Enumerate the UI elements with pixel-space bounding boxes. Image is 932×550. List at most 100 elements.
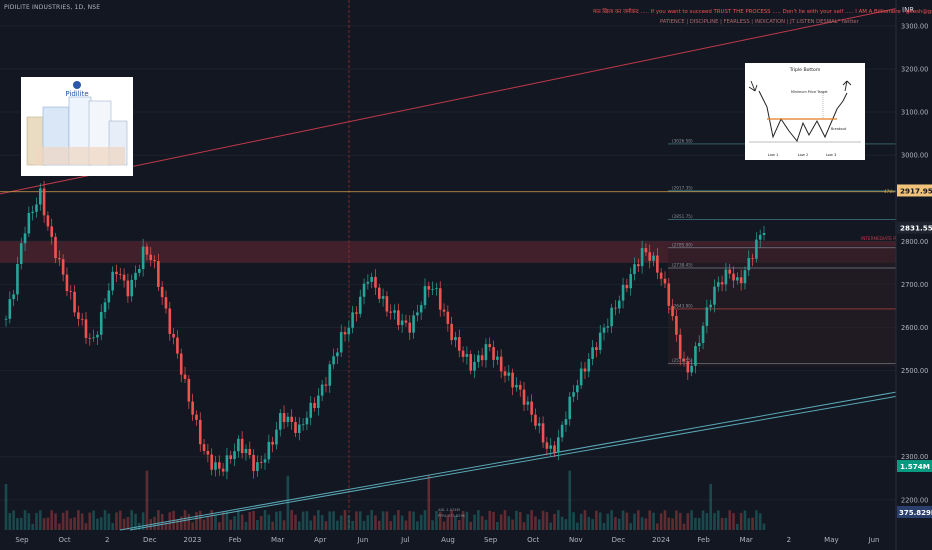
volume-bar xyxy=(4,484,8,530)
volume-bar xyxy=(587,516,591,530)
volume-bar xyxy=(54,513,57,530)
volume-bar xyxy=(606,513,610,530)
candle-body xyxy=(16,264,19,295)
candle-body xyxy=(629,274,632,289)
volume-bar xyxy=(751,517,754,530)
last-price-badge: 2831.55 xyxy=(900,224,932,233)
volume-bar xyxy=(503,510,507,530)
candle-body xyxy=(332,356,335,365)
candle-body xyxy=(705,307,709,326)
volume-bar xyxy=(27,513,31,530)
candle-body xyxy=(480,355,484,361)
volume-bar xyxy=(305,511,309,530)
price-tick-label: 2600.00 xyxy=(901,324,928,332)
candle-body xyxy=(355,312,358,314)
volume-bar xyxy=(553,514,556,530)
time-tick-label: Aug xyxy=(441,536,455,544)
candle-body xyxy=(164,297,168,309)
volume-bar xyxy=(583,510,587,530)
candle-body xyxy=(309,402,313,418)
volume-bar xyxy=(454,515,457,530)
volume-bar xyxy=(656,523,659,530)
volume-bar xyxy=(534,516,537,530)
price-badges: 2917.95 2831.55 1.574M 375.829K xyxy=(897,184,932,518)
volume-bar xyxy=(511,519,514,530)
candle-body xyxy=(404,320,408,323)
volume-bar xyxy=(240,514,244,530)
volume-bar xyxy=(530,510,533,530)
candle-body xyxy=(526,401,530,405)
candle-body xyxy=(263,459,267,463)
candle-body xyxy=(701,325,705,343)
volume-bar xyxy=(736,523,739,530)
candle-body xyxy=(351,312,354,328)
candle-body xyxy=(393,310,396,313)
upper-trendline xyxy=(0,8,897,195)
candle-body xyxy=(92,337,95,339)
candle-body xyxy=(640,248,644,267)
candle-body xyxy=(454,337,457,341)
volume-bar xyxy=(732,513,735,530)
volume-bar xyxy=(290,510,293,530)
volume-bar xyxy=(450,510,453,530)
time-tick-label: Oct xyxy=(527,536,539,544)
volume-bar xyxy=(31,523,34,530)
right-tag-label: 47th xyxy=(884,189,894,194)
candle-body xyxy=(31,211,34,213)
volume-bar xyxy=(351,520,354,530)
candle-body xyxy=(461,350,465,357)
volume-bar xyxy=(484,519,488,530)
volume-bar xyxy=(301,511,305,530)
volume-bar xyxy=(598,512,602,530)
fib-1-label: (3026.58) xyxy=(672,138,693,143)
candle-body xyxy=(54,236,57,259)
candle-body xyxy=(450,323,453,341)
volume-bar xyxy=(126,516,130,530)
volume-bar xyxy=(202,519,206,530)
volume-bar xyxy=(214,514,217,530)
candle-body xyxy=(206,450,210,455)
candle-body xyxy=(195,414,198,420)
volume-bar xyxy=(46,517,50,530)
candle-body xyxy=(625,284,629,289)
candle-body xyxy=(69,291,73,292)
fib-4-label: (2785.00) xyxy=(672,242,693,247)
volume-bar xyxy=(480,516,484,530)
candle-body xyxy=(724,269,728,285)
volume-bar xyxy=(659,513,663,530)
candle-body xyxy=(176,337,179,354)
volume-bar xyxy=(728,510,732,530)
candle-body xyxy=(65,274,69,292)
candle-body xyxy=(99,312,103,335)
candle-body xyxy=(652,255,655,261)
volume-bar xyxy=(488,510,492,530)
candle-body xyxy=(130,279,133,297)
candle-body xyxy=(496,356,499,360)
volume-bar xyxy=(435,511,438,530)
candle-body xyxy=(61,259,65,275)
candle-body xyxy=(400,320,404,326)
price-axis: INR 3300.00 3200.00 3100.00 3000.00 2800.00 27… xyxy=(895,0,932,550)
volume-bar xyxy=(755,510,758,530)
volume-bar xyxy=(648,510,652,530)
triple-bottom-inset: Triple Bottom Minimum Price Target Break… xyxy=(745,63,865,160)
volume-bar xyxy=(716,510,720,530)
volume-bar xyxy=(747,518,751,530)
candle-body xyxy=(145,246,149,255)
candle-body xyxy=(682,358,686,362)
volume-bar xyxy=(526,514,530,530)
candle-body xyxy=(438,288,442,310)
volume-badge-1-bg xyxy=(897,460,932,472)
volume-bar xyxy=(187,514,191,530)
inset-target-label: Minimum Price Target xyxy=(791,90,828,94)
lower-trendline-2 xyxy=(129,395,897,531)
volume-bar xyxy=(320,515,324,530)
candle-body xyxy=(713,286,716,305)
candle-body xyxy=(8,299,12,319)
volume-bar xyxy=(629,523,632,530)
volume-bar xyxy=(739,512,743,530)
volume-bar xyxy=(84,523,88,530)
candle-body xyxy=(751,258,754,259)
candle-body xyxy=(694,346,697,366)
